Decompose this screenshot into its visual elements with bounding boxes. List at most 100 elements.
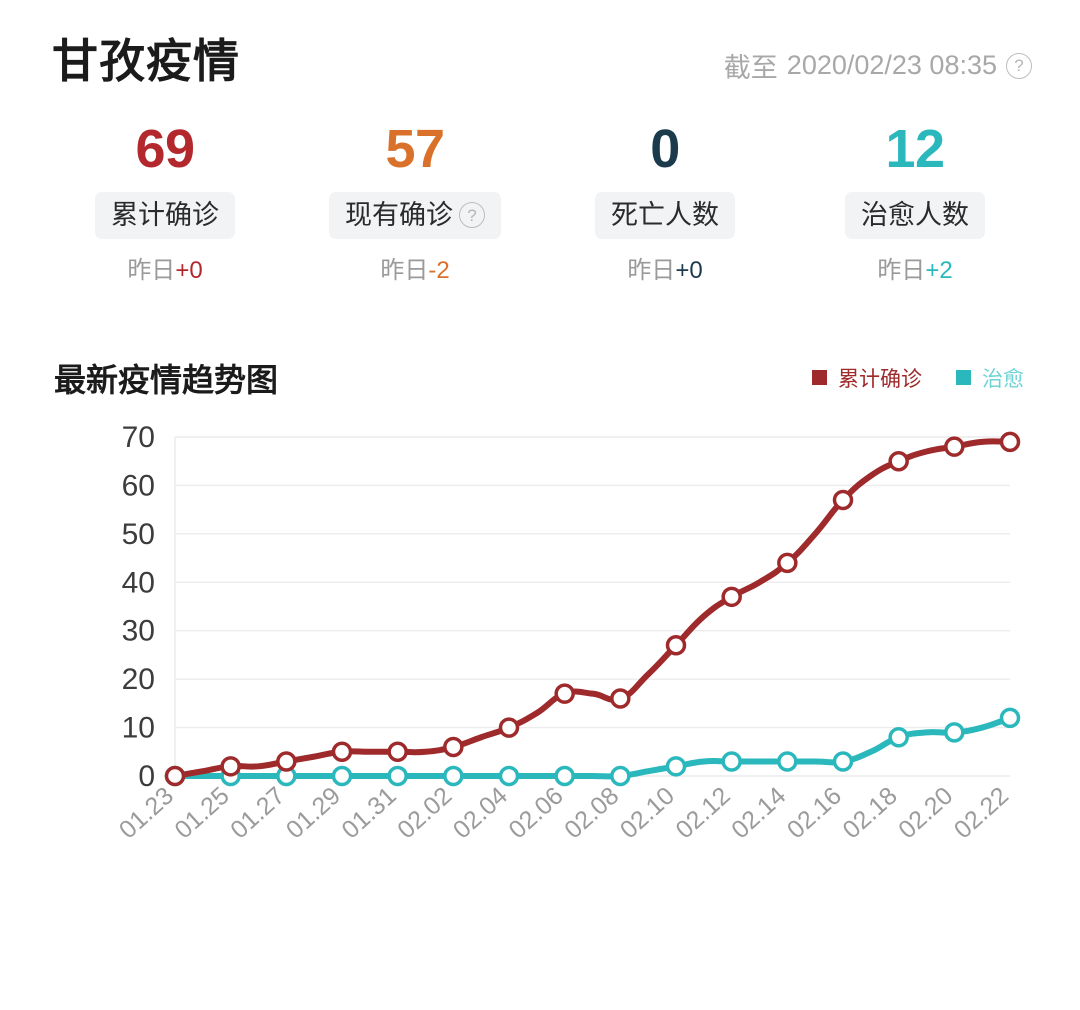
data-point-marker[interactable] — [665, 755, 687, 777]
y-axis-tick-label: 70 — [122, 425, 155, 454]
data-point-marker[interactable] — [164, 765, 186, 786]
svg-text:01.25: 01.25 — [169, 781, 234, 844]
stat-label: 死亡人数 — [595, 191, 735, 239]
data-point-marker[interactable] — [554, 765, 575, 786]
stat-card-confirmed-current: 57 现有确诊 ? 昨日-2 — [290, 121, 540, 283]
data-point-marker[interactable] — [944, 436, 965, 457]
data-point-marker[interactable] — [665, 634, 687, 656]
data-point-marker[interactable] — [610, 687, 631, 709]
y-axis-tick-label: 50 — [122, 518, 155, 551]
stat-label-text: 现有确诊 — [345, 199, 453, 230]
stat-value: 57 — [385, 119, 445, 179]
data-point-marker[interactable] — [387, 765, 408, 786]
x-axis-tick-label: 02.20 — [893, 781, 958, 844]
data-point-marker[interactable] — [498, 717, 520, 738]
data-point-marker[interactable] — [777, 552, 798, 573]
stat-delta-value: -2 — [428, 256, 450, 284]
x-axis-tick-label: 02.16 — [782, 781, 847, 844]
x-axis-tick-label: 02.12 — [670, 781, 735, 844]
svg-text:02.18: 02.18 — [837, 781, 902, 844]
data-point-marker[interactable] — [999, 431, 1021, 452]
data-point-marker[interactable] — [276, 750, 297, 772]
stat-label-text: 累计确诊 — [111, 199, 219, 230]
stat-value: 69 — [135, 119, 195, 179]
stat-label: 治愈人数 — [845, 191, 985, 239]
y-axis-tick-label: 40 — [122, 566, 155, 599]
svg-text:02.04: 02.04 — [448, 781, 513, 844]
stat-label: 累计确诊 — [95, 191, 235, 239]
chart-title: 最新疫情趋势图 — [54, 361, 279, 398]
stat-card-confirmed-total: 69 累计确诊 昨日+0 — [40, 121, 290, 283]
data-point-marker[interactable] — [443, 736, 464, 757]
stat-delta-prefix: 昨日 — [627, 256, 676, 284]
data-point-marker[interactable] — [944, 721, 965, 743]
x-axis-tick-label: 02.22 — [949, 781, 1014, 844]
y-axis-tick-label: 30 — [122, 614, 155, 647]
stat-delta-prefix: 昨日 — [127, 256, 176, 284]
svg-text:02.06: 02.06 — [503, 781, 568, 844]
data-point-marker[interactable] — [721, 750, 742, 772]
stat-delta: 昨日-2 — [380, 256, 450, 284]
as-of-prefix: 截至 — [723, 53, 778, 83]
data-point-marker[interactable] — [331, 765, 353, 786]
x-axis-tick-label: 01.31 — [336, 781, 401, 844]
y-axis-tick-label: 60 — [122, 469, 155, 502]
stats-row: 69 累计确诊 昨日+0 57 现有确诊 ? 昨日-2 0 死亡人数 昨日+0 … — [0, 121, 1080, 283]
data-point-marker[interactable] — [387, 741, 408, 762]
stat-label: 现有确诊 ? — [329, 191, 501, 239]
stat-delta: 昨日+0 — [627, 256, 703, 284]
y-axis-tick-label: 10 — [122, 711, 155, 744]
data-point-marker[interactable] — [777, 750, 798, 772]
stat-delta-value: +0 — [675, 256, 703, 284]
data-point-marker[interactable] — [443, 765, 464, 786]
data-point-marker[interactable] — [832, 750, 854, 772]
chart-header: 最新疫情趋势图 累计确诊 治愈 — [0, 355, 1080, 401]
trend-chart-svg: 01020304050607001.2301.2501.2701.2901.31… — [114, 425, 1021, 844]
data-point-marker[interactable] — [721, 586, 742, 607]
stat-delta-value: +2 — [925, 256, 953, 284]
svg-text:02.16: 02.16 — [782, 781, 847, 844]
data-point-marker[interactable] — [331, 741, 353, 762]
data-point-marker[interactable] — [220, 755, 241, 777]
help-icon[interactable]: ? — [1006, 52, 1032, 79]
stat-delta-prefix: 昨日 — [877, 256, 926, 284]
stat-delta: 昨日+2 — [877, 256, 953, 284]
svg-text:01.27: 01.27 — [225, 781, 290, 844]
svg-text:01.31: 01.31 — [336, 781, 401, 844]
x-axis-tick-label: 02.10 — [615, 781, 680, 844]
trend-chart[interactable]: 0 10 20 30 40 50 60 70 01.23 01.25 01.27 01.29 01.31… — [0, 425, 1080, 885]
data-point-marker[interactable] — [832, 489, 854, 510]
svg-text:02.12: 02.12 — [670, 781, 735, 844]
data-point-marker[interactable] — [888, 726, 909, 748]
stat-value: 12 — [885, 119, 945, 179]
stat-delta-value: +0 — [175, 256, 203, 284]
help-icon[interactable]: ? — [459, 202, 485, 229]
as-of-value: 2020/02/23 08:35 — [786, 50, 997, 80]
series-line-recovered — [172, 714, 1013, 780]
legend-item-confirmed[interactable]: 累计确诊 — [812, 363, 922, 393]
chart-legend: 累计确诊 治愈 — [812, 363, 1024, 393]
page-header: 甘孜疫情 截至 2020/02/23 08:35 ? — [0, 0, 1080, 85]
data-point-marker[interactable] — [999, 707, 1021, 728]
svg-text:02.02: 02.02 — [392, 781, 457, 844]
stat-label-text: 治愈人数 — [861, 199, 969, 230]
as-of-timestamp: 截至 2020/02/23 08:35 ? — [724, 46, 1032, 85]
data-point-marker[interactable] — [498, 765, 520, 786]
legend-item-recovered[interactable]: 治愈 — [956, 363, 1024, 393]
data-point-marker[interactable] — [610, 765, 631, 786]
svg-text:02.10: 02.10 — [615, 781, 680, 844]
legend-label: 治愈 — [982, 367, 1024, 391]
page-title: 甘孜疫情 — [52, 35, 240, 87]
data-point-marker[interactable] — [554, 683, 575, 704]
svg-text:01.29: 01.29 — [281, 781, 346, 844]
x-axis-tick-label: 02.02 — [392, 781, 457, 844]
x-axis-tick-label: 02.14 — [726, 781, 791, 844]
data-point-marker[interactable] — [888, 450, 909, 472]
legend-swatch-icon — [956, 370, 971, 386]
x-axis-tick-label: 02.08 — [559, 781, 624, 844]
x-axis-tick-label: 01.27 — [225, 781, 290, 844]
x-axis-tick-label: 02.18 — [837, 781, 902, 844]
x-axis-tick-label: 02.04 — [448, 781, 513, 844]
stat-label-text: 死亡人数 — [611, 199, 719, 230]
svg-text:02.22: 02.22 — [949, 781, 1014, 844]
